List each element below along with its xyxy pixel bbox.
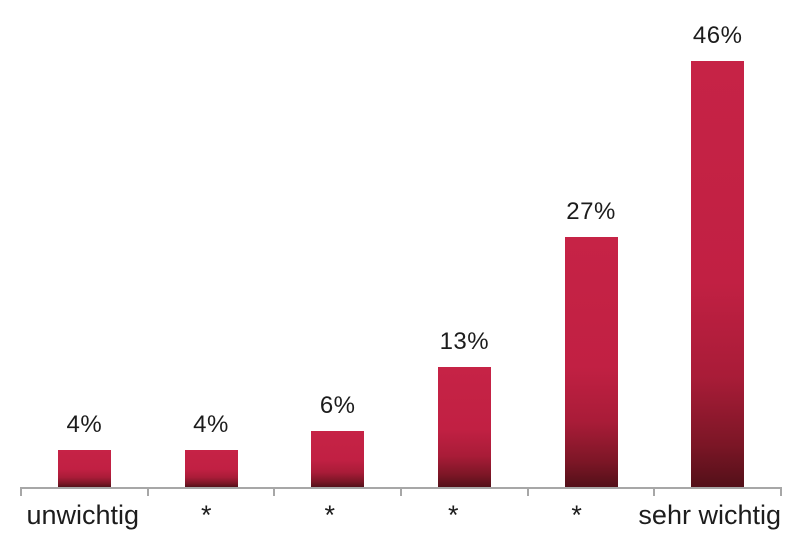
axis-tick <box>653 487 656 496</box>
value-label: 4% <box>193 411 229 438</box>
x-axis-line <box>20 487 782 496</box>
category-label: * <box>324 500 335 530</box>
bar-column: 4% <box>21 411 148 487</box>
bar <box>57 450 111 487</box>
axis-tick <box>400 487 402 496</box>
bar-column: 4% <box>148 411 275 487</box>
bar-column: 6% <box>274 392 401 487</box>
axis-tick <box>526 487 529 496</box>
category-label: * <box>447 500 459 530</box>
value-label: 27% <box>566 198 616 225</box>
bar <box>564 237 618 487</box>
bar <box>437 367 491 487</box>
axis-tick <box>780 487 782 496</box>
category-label: sehr wichtig <box>638 500 781 530</box>
category-label: * <box>200 500 212 530</box>
value-label: 46% <box>692 22 743 49</box>
plot-area: 4% 4% 6% 13% 27% 46% <box>21 0 781 487</box>
bar-column: 46% <box>654 22 781 487</box>
axis-tick <box>146 487 149 496</box>
value-label: 6% <box>319 392 356 419</box>
bar-column: 13% <box>401 328 528 487</box>
axis-tick <box>273 487 276 496</box>
category-label: * <box>571 500 582 530</box>
category-labels-row: unwichtig * * * * sehr wichtig <box>21 489 781 532</box>
category-label: unwichtig <box>26 500 140 530</box>
axis-tick <box>20 487 22 496</box>
chart-area: 4% 4% 6% 13% 27% 46% <box>20 0 782 532</box>
bar <box>184 450 238 487</box>
value-label: 13% <box>439 328 490 355</box>
value-label: 4% <box>66 411 103 438</box>
bar-column: 27% <box>528 198 655 487</box>
bar <box>691 61 745 487</box>
bar <box>311 431 365 487</box>
